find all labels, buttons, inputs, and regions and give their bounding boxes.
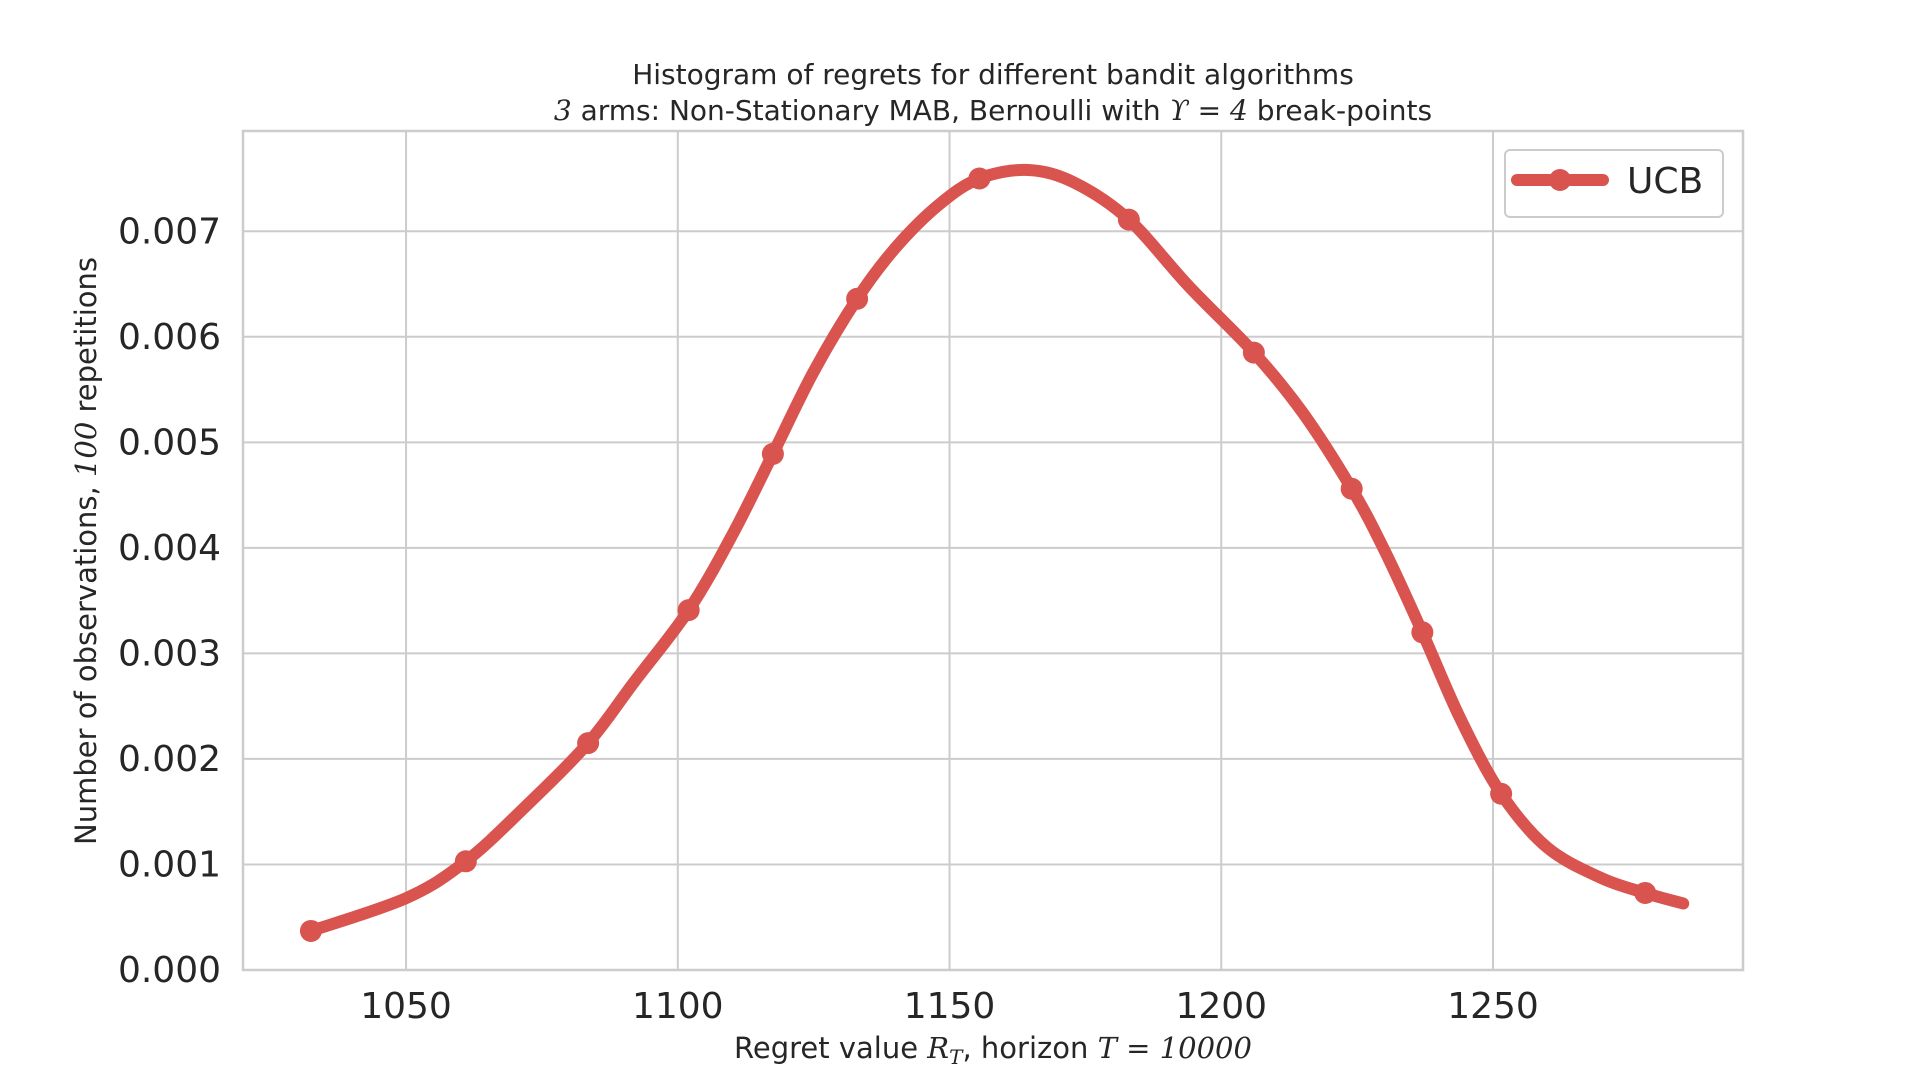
data-point	[677, 599, 700, 622]
subtitle-middle: arms: Non-Stationary MAB, Bernoulli with	[572, 94, 1170, 127]
legend-label-ucb: UCB	[1627, 161, 1703, 202]
plot-frame	[241, 129, 1745, 972]
x-tick-labels: 1050 1100 1150 1200 1250	[360, 986, 1539, 1027]
x-tick-label: 1100	[632, 986, 724, 1027]
subtitle-breakpoints: ϒ = 4	[1170, 94, 1248, 127]
y-tick-label: 0.003	[118, 633, 221, 674]
y-tick-labels: 0.000 0.001 0.002 0.003 0.004 0.005 0.006 0.007	[118, 211, 221, 991]
x-tick-label: 1250	[1447, 986, 1539, 1027]
legend-marker-swatch	[1549, 169, 1571, 191]
data-point	[299, 919, 322, 942]
x-tick-label: 1050	[360, 986, 452, 1027]
subtitle-end: break-points	[1248, 94, 1432, 127]
x-axis-label: Regret value RT, horizon T = 10000	[734, 1031, 1252, 1069]
x-axis-label-horizon: T = 10000	[1098, 1031, 1252, 1065]
series-line-ucb	[304, 163, 1690, 937]
series-layer	[299, 163, 1690, 942]
data-point	[1490, 782, 1513, 805]
data-point	[1340, 477, 1363, 500]
legend: UCB	[1504, 149, 1724, 218]
data-point	[1634, 881, 1657, 904]
y-tick-label: 0.004	[118, 528, 221, 569]
grid	[243, 131, 1743, 970]
y-tick-label: 0.000	[118, 950, 221, 991]
data-point	[1242, 341, 1265, 364]
chart-title: Histogram of regrets for different bandi…	[632, 58, 1354, 91]
x-axis-label-middle: , horizon	[962, 1031, 1097, 1065]
x-tick-label: 1150	[904, 986, 996, 1027]
y-tick-label: 0.001	[118, 844, 221, 885]
data-point	[1411, 621, 1434, 644]
x-axis-label-prefix: Regret value	[734, 1031, 927, 1065]
data-point	[577, 732, 600, 755]
y-axis-label: Number of observations, 100 repetitions	[69, 257, 103, 845]
y-axis-label-repetitions: 100	[69, 422, 103, 477]
chart-subtitle: 3 arms: Non-Stationary MAB, Bernoulli wi…	[554, 94, 1432, 127]
data-point	[454, 850, 477, 873]
data-point	[968, 167, 991, 190]
x-axis-label-r-subscript: T	[949, 1045, 964, 1069]
data-point	[1117, 208, 1140, 231]
subtitle-arms-count: 3	[554, 94, 572, 127]
y-axis-label-prefix: Number of observations,	[69, 477, 103, 845]
y-tick-label: 0.002	[118, 739, 221, 780]
y-tick-label: 0.006	[118, 317, 221, 358]
x-axis-label-r: R	[926, 1031, 949, 1065]
legend-box	[1504, 149, 1724, 218]
y-tick-label: 0.007	[118, 211, 221, 252]
data-point	[846, 287, 869, 310]
y-axis-label-suffix: repetitions	[69, 257, 103, 422]
x-tick-label: 1200	[1175, 986, 1267, 1027]
y-tick-label: 0.005	[118, 422, 221, 463]
data-point	[761, 442, 784, 465]
